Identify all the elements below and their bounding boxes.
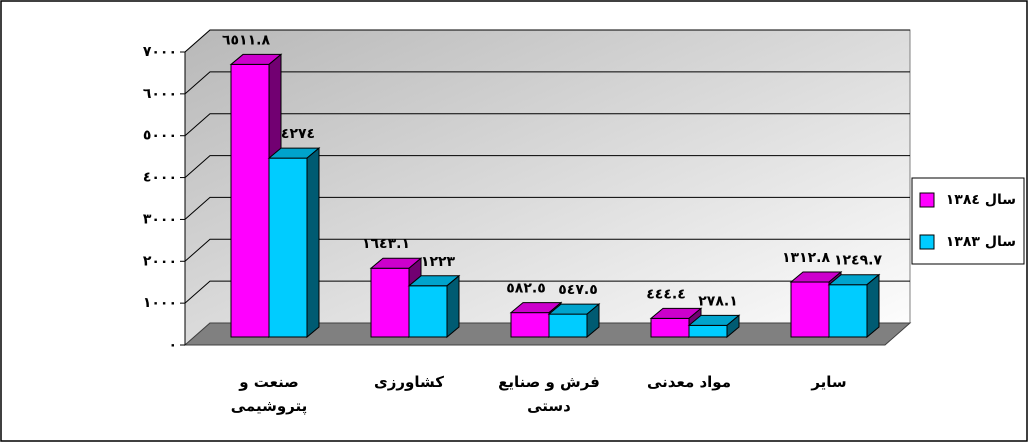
- legend-box: [911, 177, 1025, 265]
- bar: [268, 157, 308, 338]
- y-tick-label: ٤٠٠٠: [143, 170, 177, 186]
- bar: [548, 313, 588, 338]
- x-tick-label: سایر: [811, 373, 847, 391]
- y-tick-label: ٥٠٠٠: [143, 128, 177, 144]
- data-label: ٥٤٧.٥: [558, 282, 598, 298]
- legend-swatch: [919, 192, 935, 208]
- x-tick-label: مواد معدنی: [647, 373, 731, 391]
- data-label: ٢٧٨.١: [698, 293, 738, 309]
- y-tick-label: ٦٠٠٠: [143, 86, 177, 102]
- grid-line: [184, 71, 910, 95]
- grid-line: [184, 29, 910, 53]
- y-tick-label: ٣٠٠٠: [143, 211, 177, 227]
- data-label: ٥٨٢.٥: [506, 281, 546, 297]
- data-label: ٤٢٧٤: [281, 126, 315, 142]
- data-label: ١٢٢٣: [421, 254, 456, 270]
- legend-label: سال ١٣٨٣: [946, 234, 1016, 250]
- bar: [230, 63, 270, 338]
- grid-line: [184, 280, 910, 304]
- bar: [510, 312, 550, 338]
- grid-line: [184, 196, 910, 220]
- bar-side: [866, 273, 880, 339]
- bar-side: [306, 147, 320, 339]
- bar: [688, 324, 728, 338]
- data-label: ١٣١٢.٨: [782, 250, 830, 266]
- y-tick-label: ٢٠٠٠: [143, 253, 177, 269]
- bar: [650, 317, 690, 338]
- data-label: ٦٥١١.٨: [222, 32, 270, 48]
- grid-line: [184, 113, 910, 137]
- bar-side: [726, 314, 740, 339]
- legend-swatch: [919, 234, 935, 250]
- data-label: ١٦٤٣.١: [362, 236, 410, 252]
- grid-line: [184, 155, 910, 178]
- x-tick-label: صنعت و پتروشیمی: [230, 373, 308, 415]
- grid-line: [184, 238, 910, 262]
- x-tick-label: کشاورزی: [374, 373, 444, 391]
- bar-side: [586, 303, 600, 339]
- x-tick-label: فرش و صنایع دستی: [498, 373, 600, 415]
- bar: [370, 267, 410, 338]
- bar: [828, 284, 868, 338]
- bar: [790, 281, 830, 338]
- data-label: ٤٤٤.٤: [646, 286, 686, 302]
- y-tick-label: ٠: [168, 337, 177, 353]
- y-tick-label: ٧٠٠٠: [143, 44, 177, 60]
- y-tick-label: ١٠٠٠: [143, 295, 177, 311]
- bar-side: [446, 274, 460, 339]
- bar: [408, 285, 448, 338]
- data-label: ١٢٤٩.٧: [834, 253, 882, 269]
- legend-label: سال ١٣٨٤: [946, 192, 1016, 208]
